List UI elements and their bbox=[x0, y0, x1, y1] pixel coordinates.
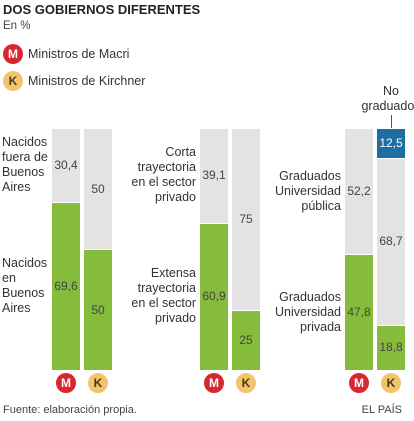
category-badge: M bbox=[204, 373, 224, 393]
category-badge: K bbox=[236, 373, 256, 393]
value-label: 25 bbox=[239, 332, 253, 347]
value-label: 18,8 bbox=[379, 340, 403, 355]
legend-badge: K bbox=[3, 71, 23, 91]
value-label: 50 bbox=[91, 181, 105, 196]
bar-segment bbox=[84, 249, 112, 370]
series-label: Nacidos en Buenos Aires bbox=[2, 255, 48, 315]
value-label: 12,5 bbox=[379, 136, 403, 151]
bar-segment bbox=[200, 128, 228, 223]
bar-segment bbox=[345, 128, 373, 255]
category-badge: K bbox=[381, 373, 401, 393]
series-label: Nacidos fuera de Buenos Aires bbox=[2, 134, 48, 194]
category-badge: M bbox=[56, 373, 76, 393]
value-label: 47,8 bbox=[347, 305, 371, 320]
bar-segment bbox=[200, 222, 228, 370]
bar-segment bbox=[232, 128, 260, 310]
value-label: 50 bbox=[91, 302, 105, 317]
bar-segment bbox=[345, 254, 373, 370]
value-label: 39,1 bbox=[202, 168, 226, 183]
legend-label: Ministros de Macri bbox=[28, 47, 130, 61]
series-label: Graduados Universidad privada bbox=[274, 289, 341, 334]
series-label: Graduados Universidad pública bbox=[274, 168, 341, 213]
connector bbox=[391, 115, 392, 128]
bar-segment bbox=[377, 158, 405, 325]
value-label: 52,2 bbox=[347, 184, 371, 199]
bar-segment bbox=[377, 128, 405, 159]
value-label: 30,4 bbox=[54, 157, 78, 172]
series-label: Corta trayectoria en el sector privado bbox=[131, 145, 196, 205]
bar-segment bbox=[232, 309, 260, 370]
value-label: 69,6 bbox=[54, 278, 78, 293]
bar-segment bbox=[377, 324, 405, 370]
legend-label: Ministros de Kirchner bbox=[28, 74, 146, 88]
value-label: 60,9 bbox=[202, 289, 226, 304]
category-badge: K bbox=[88, 373, 108, 393]
bar-segment bbox=[52, 201, 80, 370]
legend-badge: M bbox=[3, 44, 23, 64]
bar-segment bbox=[84, 128, 112, 249]
value-label: 75 bbox=[239, 211, 253, 226]
bar-segment bbox=[52, 128, 80, 202]
category-badge: M bbox=[349, 373, 369, 393]
series-label: Extensa trayectoria en el sector privado bbox=[131, 266, 196, 326]
credit: EL PAÍS bbox=[361, 404, 402, 416]
title: DOS GOBIERNOS DIFERENTES bbox=[3, 2, 201, 17]
subtitle: En % bbox=[3, 20, 31, 32]
source: Fuente: elaboración propia. bbox=[3, 404, 137, 416]
value-label: 68,7 bbox=[379, 234, 403, 249]
series-label: No graduados bbox=[361, 84, 414, 113]
